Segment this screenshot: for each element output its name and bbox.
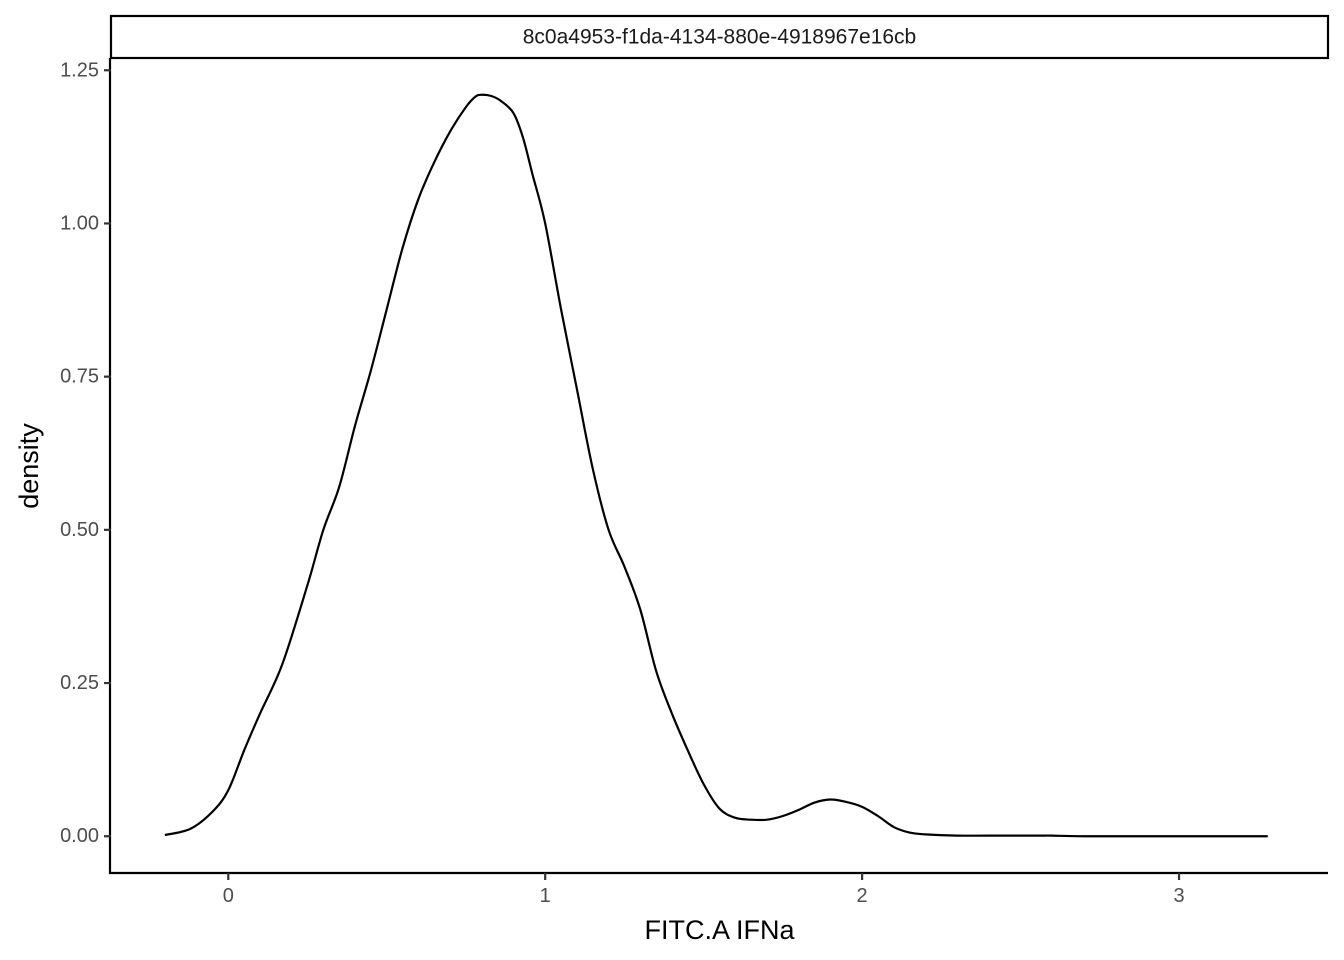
y-tick-label: 0.00 [60,825,99,847]
x-tick-label: 1 [540,885,551,907]
x-tick-label: 0 [223,885,234,907]
y-axis-title: density [14,423,44,509]
density-curve [164,93,1268,838]
plot-area [108,58,1328,875]
y-axis-ticks: 0.00 0.25 0.50 0.75 1.00 1.25 [60,59,111,847]
facet-strip: 8c0a4953-f1da-4134-880e-4918967e16cb [109,14,1330,60]
y-tick-label: 0.50 [60,519,99,541]
y-tick-label: 0.25 [60,672,99,694]
y-tick-label: 1.00 [60,212,99,234]
x-tick-label: 2 [857,885,868,907]
x-axis-title: FITC.A IFNa [644,915,795,945]
y-tick-label: 0.75 [60,366,99,388]
y-tick-label: 1.25 [60,59,99,81]
facet-strip-label: 8c0a4953-f1da-4134-880e-4918967e16cb [523,26,917,49]
x-axis-ticks: 0 1 2 3 [223,873,1185,907]
facet-strip-box [109,14,1330,60]
x-tick-label: 3 [1173,885,1184,907]
